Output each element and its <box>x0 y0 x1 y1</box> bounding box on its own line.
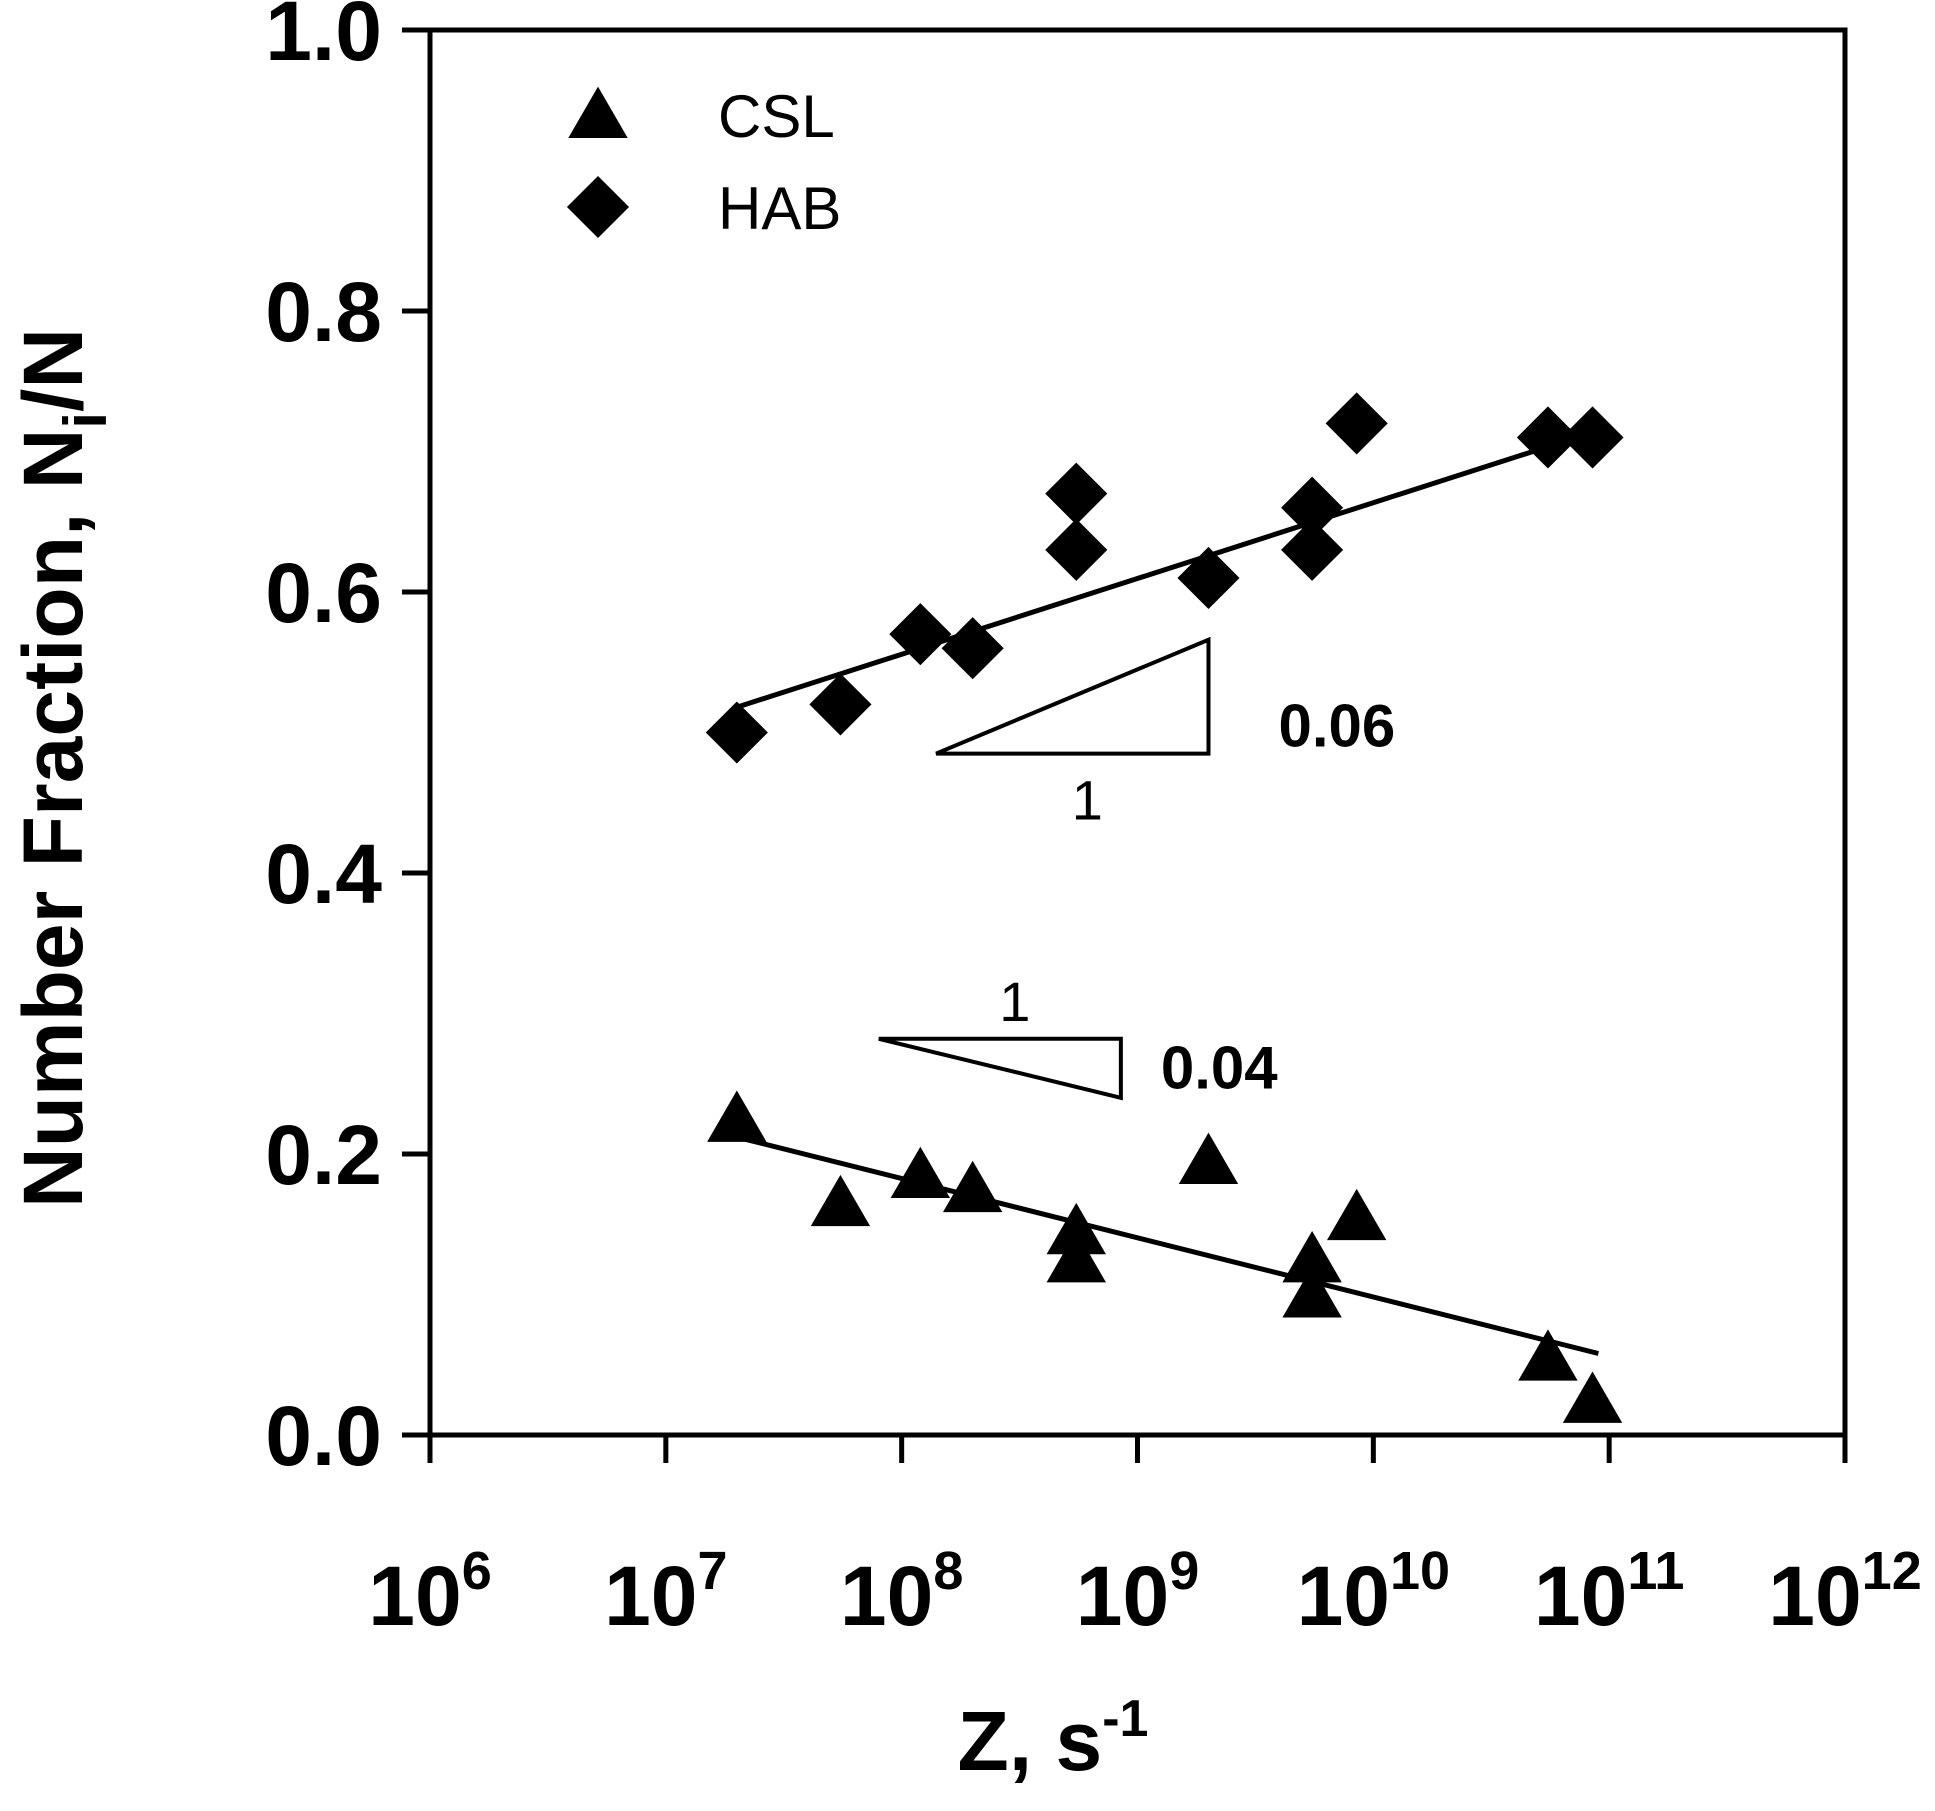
point-csl <box>942 1160 1003 1213</box>
x-tick-exponent: 7 <box>698 1541 728 1601</box>
point-hab <box>1045 462 1108 525</box>
x-tick-base: 10 <box>1297 1549 1390 1643</box>
point-hab <box>941 617 1004 680</box>
csl-slope-run: 1 <box>999 970 1030 1033</box>
x-tick-exponent: 9 <box>1169 1541 1199 1601</box>
y-axis-title: Number Fraction, Ni/N <box>6 328 119 1208</box>
plot-border <box>427 27 1848 1438</box>
x-tick-label: 107 <box>604 1541 727 1643</box>
csl-slope-triangle <box>878 1036 1123 1101</box>
fit-lines <box>736 428 1600 1356</box>
x-tick-base: 10 <box>1768 1549 1861 1643</box>
legend-marker-hab <box>566 175 630 239</box>
point-hab <box>1281 518 1344 581</box>
point-hab <box>1516 406 1579 469</box>
y-tick-label: 1.0 <box>265 0 382 78</box>
csl-slope-value: 0.04 <box>1161 1034 1278 1101</box>
x-tick-label: 1010 <box>1297 1541 1451 1643</box>
x-tick-label: 1012 <box>1768 1541 1922 1643</box>
point-hab <box>809 673 872 736</box>
point-csl <box>707 1090 767 1142</box>
point-csl <box>1562 1371 1623 1423</box>
y-tick-label: 0.2 <box>265 1108 382 1202</box>
point-csl <box>1518 1329 1578 1381</box>
point-hab <box>1045 518 1108 581</box>
slope-annotations: 0.06 1 0.04 1 <box>878 636 1395 1101</box>
x-tick-label: 109 <box>1076 1541 1199 1643</box>
fit-line-csl <box>736 1134 1599 1356</box>
y-tick-label: 0.4 <box>265 827 382 921</box>
point-csl <box>890 1146 951 1199</box>
legend-marker-csl <box>568 86 628 138</box>
x-tick-exponent: 10 <box>1390 1541 1450 1601</box>
point-hab <box>1177 546 1240 609</box>
x-tick-base: 10 <box>604 1549 697 1643</box>
point-csl <box>810 1174 871 1227</box>
hab-slope-value: 0.06 <box>1278 693 1395 760</box>
point-csl <box>1046 1231 1106 1283</box>
point-hab <box>1561 406 1624 469</box>
point-hab <box>1325 392 1388 455</box>
point-csl <box>1282 1231 1342 1283</box>
point-csl <box>1326 1188 1387 1241</box>
y-axis: 0.0 0.2 0.4 0.6 0.8 1.0 <box>265 0 430 1483</box>
x-tick-base: 10 <box>1076 1549 1169 1643</box>
x-tick-label: 108 <box>840 1541 963 1643</box>
x-axis-title: Z, s-1 <box>958 1690 1149 1788</box>
x-tick-base: 10 <box>1534 1549 1627 1643</box>
x-tick-base: 10 <box>840 1549 933 1643</box>
x-tick-label: 1011 <box>1534 1541 1685 1643</box>
x-tick-exponent: 12 <box>1862 1541 1922 1601</box>
x-tick-exponent: 11 <box>1627 1541 1684 1601</box>
plot-frame <box>427 27 1848 1438</box>
legend-label-csl: CSL <box>718 83 835 150</box>
x-tick-label: 106 <box>368 1541 491 1643</box>
y-tick-label: 0.8 <box>265 265 382 359</box>
y-tick-label: 0.0 <box>265 1389 382 1483</box>
point-hab <box>1281 476 1344 539</box>
y-tick-label: 0.6 <box>265 546 382 640</box>
fit-line-hab <box>736 428 1600 710</box>
x-axis: 106 107 108 109 1010 1011 1012 <box>368 1435 1922 1643</box>
data-markers <box>705 392 1624 1423</box>
point-hab <box>705 701 768 764</box>
legend-label-hab: HAB <box>718 175 841 242</box>
point-csl <box>1178 1132 1239 1184</box>
hab-slope-triangle <box>935 636 1211 756</box>
point-csl <box>1282 1266 1342 1318</box>
hab-slope-run: 1 <box>1072 769 1103 832</box>
x-tick-base: 10 <box>368 1549 461 1643</box>
x-tick-exponent: 8 <box>933 1541 963 1601</box>
x-tick-exponent: 6 <box>462 1541 492 1601</box>
point-csl <box>1046 1202 1106 1255</box>
point-hab <box>889 603 952 666</box>
legend: CSL HAB <box>566 83 841 242</box>
